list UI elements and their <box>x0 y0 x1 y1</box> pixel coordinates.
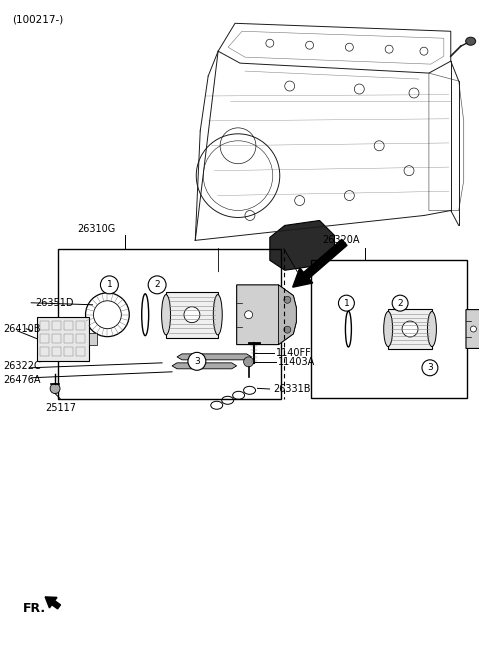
Polygon shape <box>172 363 237 369</box>
Circle shape <box>50 383 60 393</box>
Text: 26351D: 26351D <box>35 298 74 308</box>
Circle shape <box>338 295 354 311</box>
Bar <box>89 333 97 345</box>
Circle shape <box>470 326 477 332</box>
Polygon shape <box>278 285 296 345</box>
Text: 26410B: 26410B <box>3 324 41 334</box>
Circle shape <box>184 307 200 322</box>
Polygon shape <box>270 220 335 270</box>
Circle shape <box>284 297 291 303</box>
Bar <box>40 347 49 355</box>
Circle shape <box>245 310 252 318</box>
Text: 3: 3 <box>427 363 433 372</box>
Bar <box>52 347 61 355</box>
Text: 26322C: 26322C <box>3 361 41 371</box>
Text: 11403A: 11403A <box>278 357 316 367</box>
Bar <box>58 249 281 399</box>
Text: 26320A: 26320A <box>323 235 360 245</box>
Bar <box>388 309 432 349</box>
Text: 1140FF: 1140FF <box>276 348 312 358</box>
FancyArrow shape <box>45 597 60 609</box>
Bar <box>166 292 218 338</box>
Circle shape <box>244 357 253 367</box>
Text: 2: 2 <box>154 280 160 289</box>
Circle shape <box>422 360 438 376</box>
Text: 3: 3 <box>194 357 200 366</box>
Text: 26331B: 26331B <box>274 384 311 394</box>
Polygon shape <box>466 310 480 348</box>
Circle shape <box>85 293 129 337</box>
Text: (100217-): (100217-) <box>12 15 63 25</box>
Text: FR.: FR. <box>23 602 47 616</box>
Circle shape <box>402 321 418 337</box>
Ellipse shape <box>162 295 170 335</box>
Bar <box>37 317 89 361</box>
Bar <box>76 347 85 355</box>
Bar <box>76 334 85 343</box>
Text: 25117: 25117 <box>45 403 76 414</box>
Ellipse shape <box>466 37 476 45</box>
Bar <box>52 334 61 343</box>
Polygon shape <box>237 285 296 345</box>
FancyArrow shape <box>293 240 347 287</box>
Circle shape <box>188 352 206 370</box>
Text: 26476A: 26476A <box>3 375 41 385</box>
Bar <box>311 260 467 399</box>
Bar <box>76 321 85 330</box>
Circle shape <box>284 326 291 333</box>
Ellipse shape <box>428 312 436 346</box>
Ellipse shape <box>384 312 393 346</box>
Circle shape <box>392 295 408 311</box>
Text: 1: 1 <box>107 280 112 289</box>
Bar <box>64 347 73 355</box>
Text: 1: 1 <box>344 299 349 308</box>
Bar <box>40 321 49 330</box>
Circle shape <box>100 276 119 294</box>
Text: 26310G: 26310G <box>78 224 116 234</box>
Bar <box>64 334 73 343</box>
Bar <box>64 321 73 330</box>
Circle shape <box>148 276 166 294</box>
Bar <box>52 321 61 330</box>
Polygon shape <box>177 354 252 360</box>
Ellipse shape <box>213 295 222 335</box>
Bar <box>40 334 49 343</box>
Text: 2: 2 <box>397 299 403 308</box>
